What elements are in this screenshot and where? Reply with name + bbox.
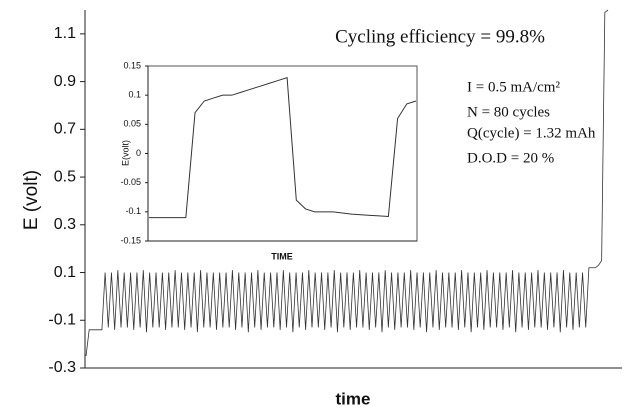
x-axis-label: time xyxy=(336,389,371,408)
x-axis-label: TIME xyxy=(271,251,293,261)
y-tick-label: -0.1 xyxy=(48,311,76,328)
annotation: I = 0.5 mA/cm² xyxy=(467,79,560,95)
annotation: N = 80 cycles xyxy=(467,104,550,120)
y-tick-label: 0.3 xyxy=(54,216,76,233)
annotation: Cycling efficiency = 99.8% xyxy=(335,26,545,47)
y-tick-label: -0.15 xyxy=(120,235,141,245)
y-tick-label: 0.05 xyxy=(123,119,141,129)
y-tick-label: 0 xyxy=(136,148,141,158)
data-line xyxy=(149,77,417,219)
y-tick-label: 0.1 xyxy=(54,264,76,281)
y-tick-label: 0.1 xyxy=(128,90,141,100)
y-tick-label: 0.5 xyxy=(54,168,76,185)
y-tick-label: 0.9 xyxy=(54,73,76,90)
y-tick-label: 0.15 xyxy=(123,60,141,70)
annotation: Q(cycle) = 1.32 mAh xyxy=(467,125,596,141)
y-tick-label: 0.7 xyxy=(54,121,76,138)
y-axis-label: E (volt) xyxy=(21,170,42,230)
inset-frame xyxy=(147,65,418,242)
y-axis-label: E(volt) xyxy=(120,140,130,166)
data-line xyxy=(85,9,609,357)
y-tick-label: -0.05 xyxy=(120,177,141,187)
annotation: D.O.D = 20 % xyxy=(467,150,554,166)
y-tick-label: -0.1 xyxy=(125,206,141,216)
y-tick-label: -0.3 xyxy=(48,359,76,376)
y-tick-label: 1.1 xyxy=(54,25,76,42)
